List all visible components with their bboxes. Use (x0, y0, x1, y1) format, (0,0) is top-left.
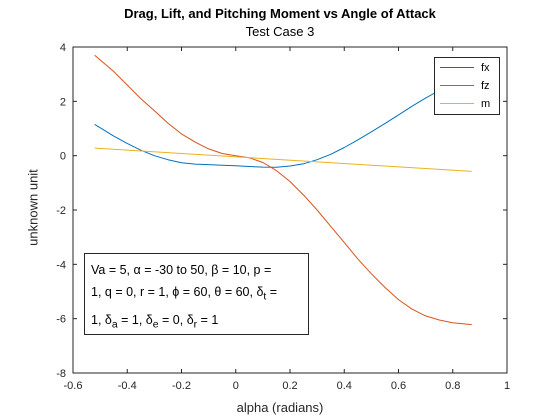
x-tick-label: -0.4 (118, 380, 137, 392)
legend-item-m: m (435, 96, 501, 112)
y-tick-label: -6 (56, 314, 66, 326)
y-tick-label: 4 (60, 42, 66, 54)
annotation-line-2: 1, q = 0, r = 1, ϕ = 60, θ = 60, δt = (91, 281, 302, 309)
chart-title: Drag, Lift, and Pitching Moment vs Angle… (0, 6, 560, 21)
x-tick-label: 0.6 (391, 380, 406, 392)
legend-label-fz: fz (481, 78, 490, 94)
x-tick-label: 0.8 (445, 380, 460, 392)
parameters-annotation: Va = 5, α = -30 to 50, β = 10, p = 1, q … (84, 253, 309, 335)
legend-item-fz: fz (435, 78, 501, 94)
chart-subtitle: Test Case 3 (0, 24, 560, 39)
y-tick-label: -2 (56, 205, 66, 217)
y-tick-label: 0 (60, 151, 66, 163)
legend-swatch-fx (440, 67, 474, 68)
legend-swatch-m (440, 103, 474, 104)
annotation-line-3: 1, δa = 1, δe = 0, δr = 1 (91, 309, 302, 337)
x-tick-label: -0.2 (172, 380, 191, 392)
x-tick-label: -0.6 (64, 380, 83, 392)
x-tick-label: 0 (233, 380, 239, 392)
legend: fx fz m (434, 57, 500, 115)
y-axis-label: unknown unit (26, 128, 41, 288)
x-tick-label: 1 (504, 380, 510, 392)
legend-label-fx: fx (481, 60, 490, 76)
legend-swatch-fz (440, 85, 474, 86)
y-tick-label: -4 (56, 259, 66, 271)
x-axis-label: alpha (radians) (0, 400, 560, 415)
x-tick-label: 0.2 (282, 380, 297, 392)
annotation-line-1: Va = 5, α = -30 to 50, β = 10, p = (91, 259, 302, 281)
legend-label-m: m (481, 96, 490, 112)
legend-item-fx: fx (435, 60, 501, 76)
x-tick-label: 0.4 (337, 380, 352, 392)
y-tick-label: -8 (56, 368, 66, 380)
y-tick-label: 2 (60, 96, 66, 108)
